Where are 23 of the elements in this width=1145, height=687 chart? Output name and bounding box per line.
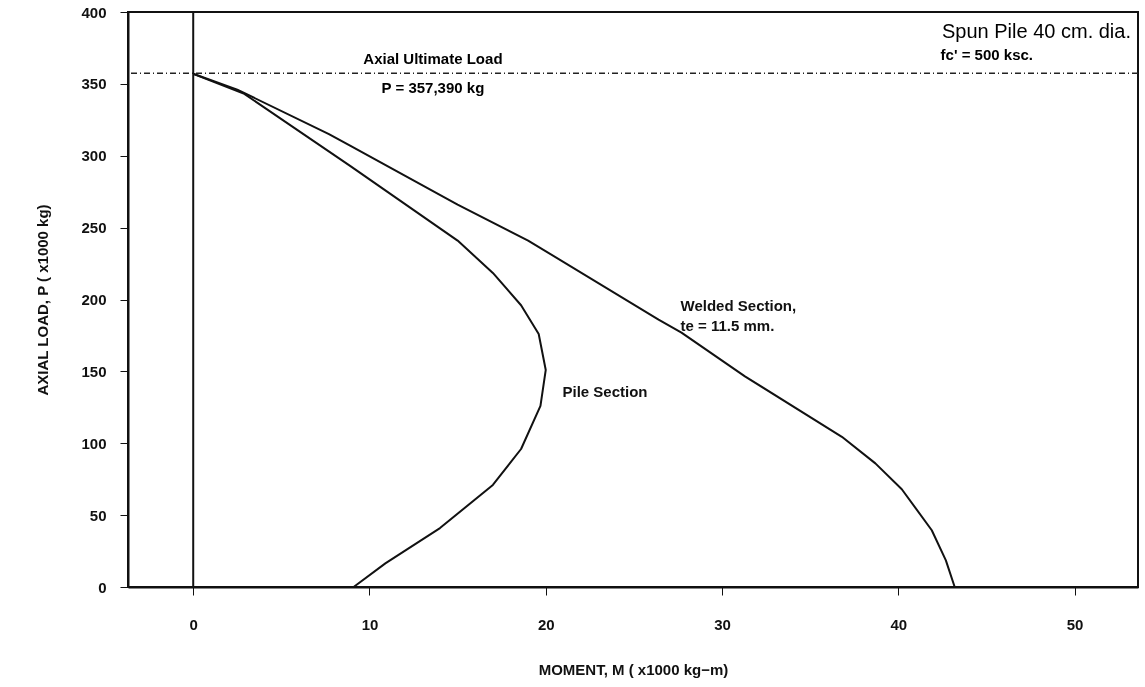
x-tick-label: 10 xyxy=(361,615,379,633)
series-label: Pile Section xyxy=(562,382,648,400)
y-tick-label: 100 xyxy=(81,434,107,452)
y-tick-label: 400 xyxy=(81,3,107,21)
y-tick-label: 200 xyxy=(81,291,107,308)
x-tick-label: 20 xyxy=(537,615,555,633)
y-tick-label: 350 xyxy=(81,75,107,93)
x-tick-label: 0 xyxy=(189,615,198,633)
x-tick-label: 40 xyxy=(890,615,908,633)
y-axis-title: AXIAL LOAD, P ( x1000 kg) xyxy=(34,204,52,396)
y-tick-label: 50 xyxy=(89,506,107,524)
annotation: Axial Ultimate Load xyxy=(363,50,503,68)
y-tick-label: 150 xyxy=(81,362,107,380)
y-tick-label: 0 xyxy=(98,578,107,596)
x-tick-label: 30 xyxy=(714,615,731,633)
y-tick-label: 250 xyxy=(81,219,107,237)
x-axis-title: MOMENT, M ( x1000 kg−m) xyxy=(538,660,729,678)
y-tick-label: 300 xyxy=(81,147,107,165)
annotation: fc' = 500 ksc. xyxy=(940,46,1033,63)
annotation: Spun Pile 40 cm. dia. xyxy=(942,20,1131,42)
annotation: P = 357,390 kg xyxy=(381,79,485,97)
series-label: Welded Section, te = 11.5 mm. xyxy=(680,296,797,334)
x-tick-label: 50 xyxy=(1066,615,1084,633)
